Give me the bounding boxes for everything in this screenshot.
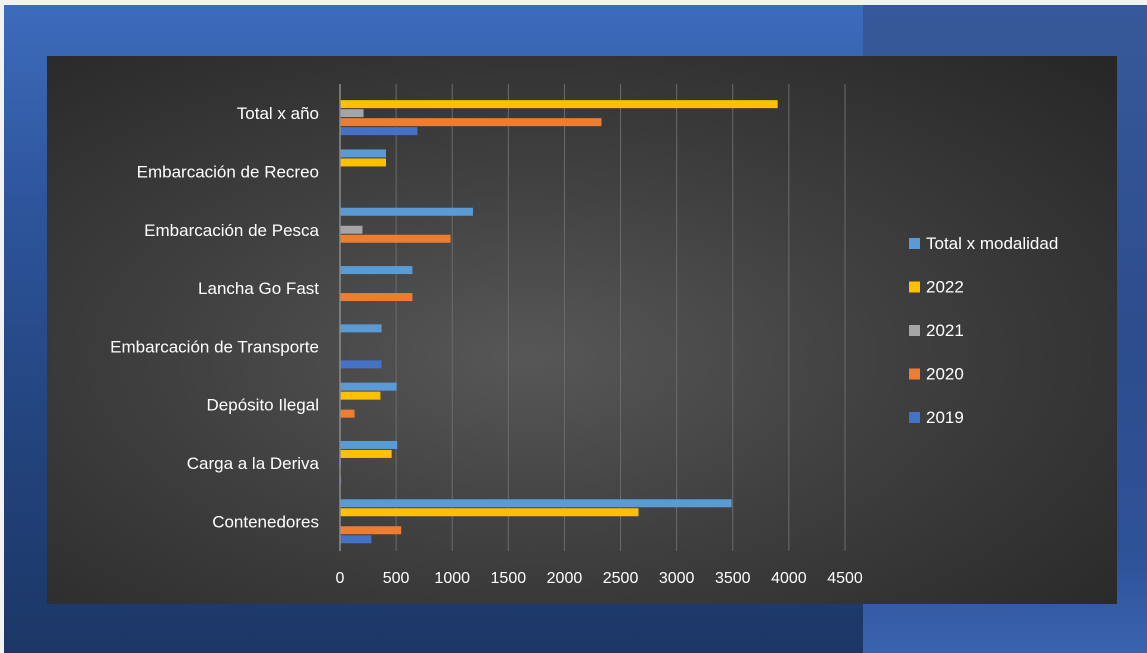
category-label: Contenedores [212,512,319,531]
x-tick-label: 500 [383,570,410,587]
legend-label-2022: 2022 [926,278,964,297]
category-label: Depósito Ilegal [207,396,319,415]
bar-2022-total-x-ano [340,100,778,109]
bar-2021-embarcacion-de-pesca [340,225,363,234]
bars [340,100,778,544]
category-label: Embarcación de Transporte [110,337,319,356]
x-tick-label: 0 [336,570,345,587]
legend-label-2021: 2021 [926,321,964,340]
bar-2019-embarcacion-de-transporte [340,360,382,369]
x-tick-label: 4500 [827,570,863,587]
bar-2019-total-x-ano [340,127,418,136]
x-tick-label: 1500 [491,570,527,587]
bar-total-x-modalidad-embarcacion-de-recreo [340,149,387,158]
bar-2020-embarcacion-de-pesca [340,234,451,243]
legend: Total x modalidad 2022 2021 2020 2019 [909,234,1058,427]
x-tick-label: 1000 [434,570,470,587]
category-label: Embarcación de Pesca [144,221,319,240]
value-tick-labels: 0 500 1000 1500 2000 2500 3000 3500 4000 4500 [336,570,863,587]
legend-swatch-total-x-modalidad [909,238,920,249]
category-labels: Contenedores Carga a la Deriva Depósito Il… [110,104,319,531]
bar-2022-contenedores [340,508,639,517]
x-tick-label: 2000 [547,570,583,587]
bar-2020-deposito-ilegal [340,409,355,418]
bar-2022-carga-a-la-deriva [340,449,392,458]
bar-2022-deposito-ilegal [340,391,381,400]
x-tick-label: 3000 [659,570,695,587]
bar-total-x-modalidad-deposito-ilegal [340,382,397,391]
bar-2021-total-x-ano [340,109,364,118]
gridlines [395,84,846,551]
bar-total-x-modalidad-carga-a-la-deriva [340,440,398,449]
bar-2022-embarcacion-de-recreo [340,158,387,167]
category-label: Embarcación de Recreo [137,162,319,181]
legend-swatch-2021 [909,325,920,336]
bar-2020-contenedores [340,526,402,535]
legend-label-2020: 2020 [926,365,964,384]
x-tick-label: 3500 [715,570,751,587]
category-label: Total x año [237,104,319,123]
legend-swatch-2019 [909,412,920,423]
category-label: Lancha Go Fast [198,279,319,298]
bar-total-x-modalidad-embarcacion-de-transporte [340,324,382,333]
legend-label-total-x-modalidad: Total x modalidad [926,234,1058,253]
legend-swatch-2020 [909,368,920,380]
bar-2019-contenedores [340,535,372,544]
bar-total-x-modalidad-contenedores [340,499,732,508]
legend-label-2019: 2019 [926,408,964,427]
x-tick-label: 2500 [603,570,639,587]
bar-total-x-modalidad-lancha-go-fast [340,266,413,275]
bar-total-x-modalidad-embarcacion-de-pesca [340,207,473,216]
bar-2020-lancha-go-fast [340,293,413,302]
category-label: Carga a la Deriva [187,454,320,473]
legend-swatch-2022 [909,281,920,293]
bar-2020-total-x-ano [340,118,602,127]
x-tick-label: 4000 [771,570,807,587]
